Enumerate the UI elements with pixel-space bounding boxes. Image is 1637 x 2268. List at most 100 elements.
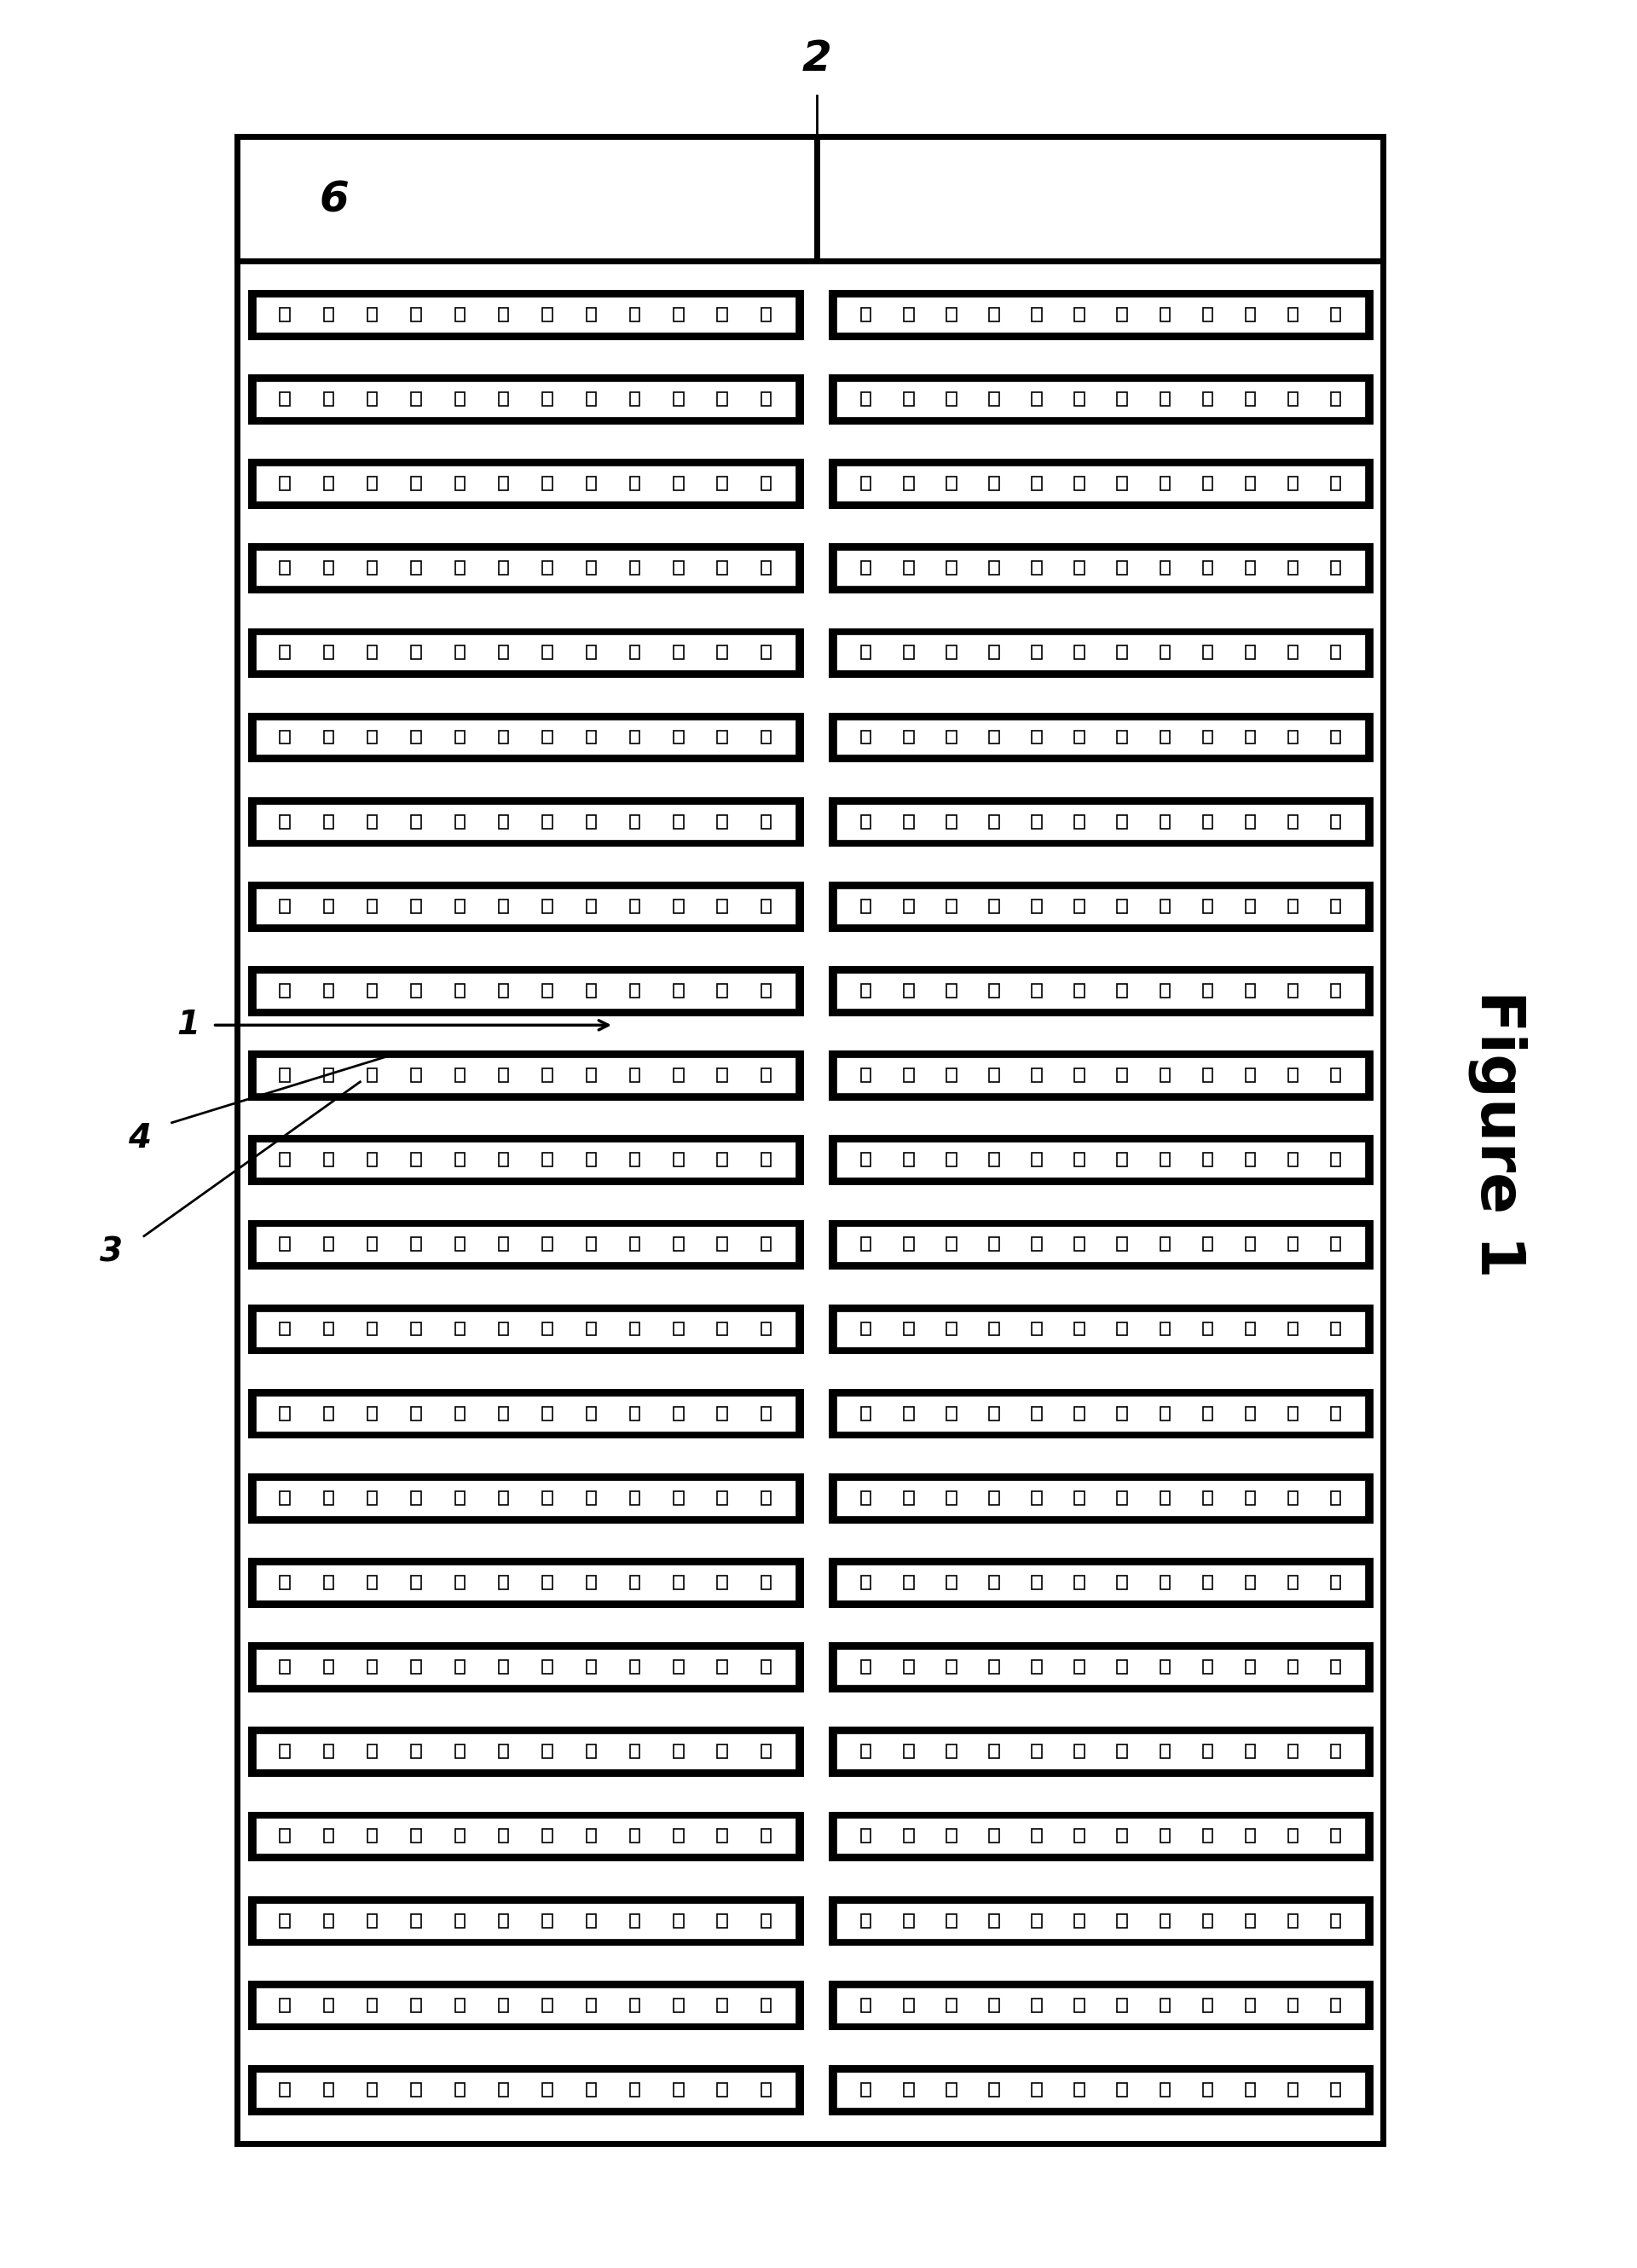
Bar [717, 560, 727, 574]
Bar [1031, 730, 1041, 744]
Bar [455, 1660, 465, 1674]
Bar [861, 1830, 871, 1844]
Bar [367, 308, 377, 322]
Bar [832, 1560, 1370, 1603]
Bar [255, 551, 796, 585]
Bar [1331, 1830, 1341, 1844]
Bar [1203, 646, 1213, 660]
Bar [499, 1830, 509, 1844]
Bar [674, 730, 684, 744]
Bar [946, 814, 956, 828]
Bar [499, 1914, 509, 1928]
Bar [1074, 1490, 1084, 1504]
Bar [946, 730, 956, 744]
Bar [630, 730, 640, 744]
Bar [837, 889, 1365, 923]
Bar [630, 560, 640, 574]
Bar [280, 560, 290, 574]
Bar [674, 1490, 684, 1504]
Bar [1031, 1152, 1041, 1166]
Bar [1161, 560, 1170, 574]
Bar [542, 560, 552, 574]
Bar [411, 1660, 421, 1674]
Bar [1118, 476, 1128, 490]
Bar [717, 1490, 727, 1504]
Bar [1074, 1914, 1084, 1928]
Bar [1031, 560, 1041, 574]
Bar [455, 392, 465, 406]
Bar [411, 2082, 421, 2096]
Bar [411, 392, 421, 406]
Bar [499, 984, 509, 998]
Bar [455, 984, 465, 998]
Bar [411, 1576, 421, 1590]
Bar [674, 814, 684, 828]
Bar [324, 646, 334, 660]
Bar [1118, 1490, 1128, 1504]
Bar [499, 814, 509, 828]
Bar [255, 1565, 796, 1601]
Bar [1203, 1490, 1213, 1504]
Bar [455, 1152, 465, 1166]
Bar [1074, 1152, 1084, 1166]
Bar [1074, 308, 1084, 322]
Bar [367, 1406, 377, 1420]
Bar [1331, 814, 1341, 828]
Bar [411, 730, 421, 744]
Bar [411, 984, 421, 998]
Bar [1246, 730, 1256, 744]
Bar [946, 1068, 956, 1082]
Bar [499, 646, 509, 660]
Bar [1331, 1744, 1341, 1758]
Bar [586, 1660, 596, 1674]
Bar [250, 968, 800, 1014]
Bar [250, 2068, 800, 2112]
Bar [946, 1830, 956, 1844]
Bar [250, 1898, 800, 1944]
Bar [250, 1730, 800, 1774]
Bar [946, 308, 956, 322]
Bar [837, 1057, 1365, 1093]
Bar [1288, 814, 1298, 828]
Bar [255, 1395, 796, 1431]
Bar [837, 297, 1365, 333]
Bar [1074, 1238, 1084, 1252]
Bar [837, 2071, 1365, 2107]
Bar [904, 646, 913, 660]
Bar [324, 392, 334, 406]
Text: 6: 6 [319, 179, 349, 220]
Bar [989, 1660, 999, 1674]
Bar [832, 1052, 1370, 1098]
Bar [586, 2082, 596, 2096]
Bar [411, 1998, 421, 2012]
Bar [499, 1238, 509, 1252]
Bar [946, 1998, 956, 2012]
Bar [1246, 476, 1256, 490]
Bar [1331, 392, 1341, 406]
Bar [761, 1576, 771, 1590]
Bar [367, 1152, 377, 1166]
Bar [837, 551, 1365, 585]
Bar [1288, 1406, 1298, 1420]
Bar [1246, 1490, 1256, 1504]
Bar [542, 1490, 552, 1504]
Bar [1246, 1068, 1256, 1082]
Bar [1161, 1238, 1170, 1252]
Bar [411, 1152, 421, 1166]
Bar [717, 476, 727, 490]
Bar [1074, 730, 1084, 744]
Bar [1161, 1744, 1170, 1758]
Bar [837, 1733, 1365, 1769]
Bar [455, 560, 465, 574]
Bar [255, 1311, 796, 1347]
Bar [455, 900, 465, 914]
Bar [367, 730, 377, 744]
Bar [1331, 1914, 1341, 1928]
Bar [904, 900, 913, 914]
Bar [1288, 1830, 1298, 1844]
Bar [1161, 2082, 1170, 2096]
Bar [324, 476, 334, 490]
Bar [717, 1068, 727, 1082]
Bar [542, 1998, 552, 2012]
Bar [499, 900, 509, 914]
